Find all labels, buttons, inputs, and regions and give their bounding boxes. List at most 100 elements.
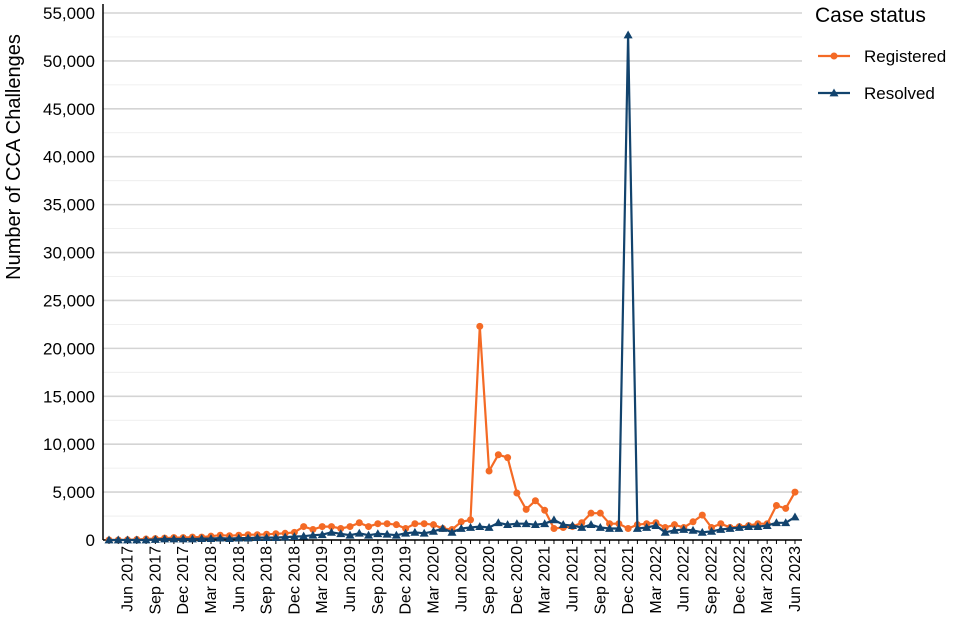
x-tick-label: Jun 2021 [565, 546, 582, 612]
x-tick-label: Mar 2019 [314, 546, 331, 614]
series-registered [105, 322, 799, 544]
data-point [215, 533, 225, 542]
data-point [475, 522, 485, 530]
series-layer [104, 30, 800, 544]
data-point [530, 520, 540, 529]
data-point [485, 467, 493, 475]
legend-label: Registered [864, 47, 946, 66]
data-point [651, 521, 661, 530]
data-point [791, 488, 799, 496]
x-axis-tick-labels: Jun 2017 Sep 2017 Dec 2017 Mar 2018 Jun 2018… [120, 546, 804, 615]
data-point [661, 524, 669, 532]
y-tick-label: 25,000 [43, 291, 95, 310]
data-point [642, 523, 652, 531]
data-point [336, 529, 346, 538]
y-tick-label: 10,000 [43, 435, 95, 454]
data-point [178, 534, 188, 543]
data-point [558, 520, 568, 529]
data-point [504, 454, 512, 462]
data-point [457, 518, 465, 526]
data-point [660, 527, 670, 536]
data-point [772, 502, 780, 510]
data-point [160, 534, 170, 543]
y-tick-label: 45,000 [43, 100, 95, 119]
data-point [531, 497, 539, 505]
data-point [688, 525, 698, 534]
y-tick-label: 50,000 [43, 52, 95, 71]
data-point [476, 322, 484, 330]
data-point [493, 518, 503, 527]
data-point [596, 509, 604, 517]
data-point [373, 529, 383, 538]
data-point [132, 535, 142, 544]
data-point [300, 523, 308, 531]
x-tick-label: Jun 2022 [676, 546, 693, 612]
data-point [104, 535, 114, 544]
y-tick-label: 40,000 [43, 148, 95, 167]
data-point [707, 526, 717, 535]
data-point [513, 489, 521, 497]
legend-title: Case status [815, 4, 926, 27]
data-point [382, 529, 392, 538]
data-point [624, 525, 632, 533]
series-line-resolved [109, 33, 796, 542]
data-point [670, 521, 678, 529]
data-point [169, 534, 179, 543]
x-tick-label: Sep 2021 [592, 546, 609, 615]
data-point [411, 520, 419, 528]
data-point [308, 530, 318, 539]
data-point [717, 520, 725, 528]
y-axis-title: Number of CCA Challenges [3, 34, 25, 280]
data-point [586, 520, 596, 529]
data-point [206, 534, 216, 542]
legend-item-resolved: Resolved [818, 84, 935, 103]
data-point [392, 521, 400, 529]
data-point [744, 522, 754, 530]
x-tick-label: Dec 2020 [509, 546, 526, 615]
series-line-registered [109, 325, 796, 542]
data-point [262, 533, 272, 541]
y-tick-label: 35,000 [43, 196, 95, 215]
legend: Case status Registered Resolved [815, 4, 946, 103]
data-point [549, 515, 559, 524]
data-point [512, 519, 522, 528]
data-point [568, 521, 577, 530]
data-point [355, 519, 363, 527]
data-point [150, 535, 160, 543]
data-point [337, 525, 345, 533]
data-point [401, 528, 411, 537]
data-point [540, 519, 550, 528]
x-tick-label: Mar 2023 [759, 546, 776, 614]
data-point [790, 512, 800, 521]
data-point [725, 524, 735, 532]
legend-key-marker [830, 52, 838, 60]
data-point [541, 506, 549, 514]
data-point [299, 531, 309, 540]
data-point [577, 523, 587, 531]
data-point [326, 527, 336, 536]
data-point [614, 524, 624, 532]
x-tick-label: Jun 2023 [787, 546, 804, 612]
x-tick-label: Jun 2020 [453, 546, 470, 612]
data-point [606, 520, 614, 528]
data-point [383, 520, 391, 528]
data-point [734, 523, 744, 531]
data-point [429, 521, 437, 529]
data-point [225, 534, 235, 542]
legend-key-marker [829, 88, 839, 97]
data-point [346, 523, 354, 531]
y-tick-label: 5,000 [52, 483, 95, 502]
data-point [419, 528, 429, 537]
data-point [698, 511, 706, 519]
data-point [252, 533, 262, 541]
data-point [309, 525, 317, 533]
data-point [669, 525, 679, 534]
x-tick-label: Dec 2021 [620, 546, 637, 615]
data-point [123, 535, 133, 544]
series-resolved [104, 30, 800, 544]
data-point [605, 524, 615, 532]
data-point [447, 527, 457, 536]
data-point [494, 451, 502, 459]
data-point [753, 522, 763, 530]
